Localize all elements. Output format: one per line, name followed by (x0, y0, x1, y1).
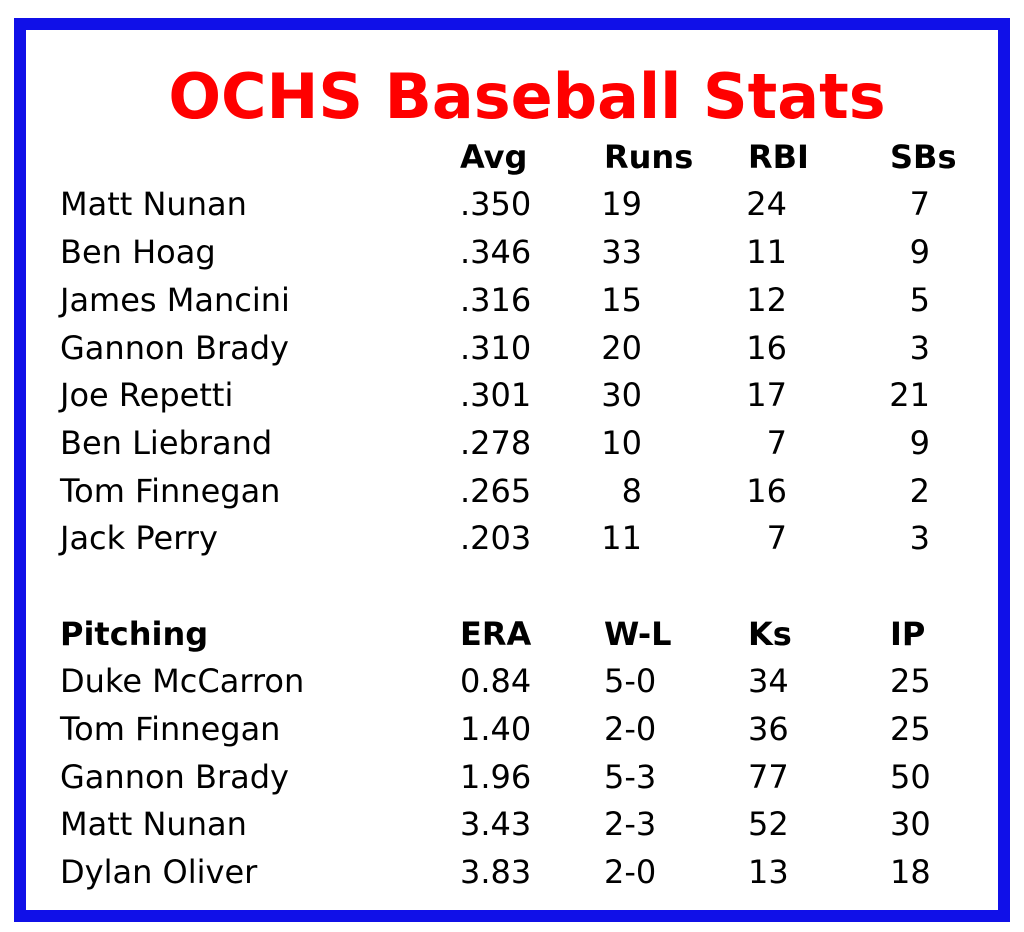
page-title: OCHS Baseball Stats (168, 60, 886, 133)
pitcher-name: Duke McCarron (60, 662, 305, 700)
runs-value: 15 (601, 281, 642, 319)
header-runs: Runs (604, 138, 694, 176)
avg-value: .203 (460, 519, 532, 557)
avg-value: .350 (460, 185, 532, 223)
runs-value: 19 (601, 185, 642, 223)
sbs-value: 9 (909, 233, 930, 271)
player-name: Matt Nunan (60, 185, 247, 223)
ip-value: 25 (890, 662, 931, 700)
runs-value: 20 (601, 329, 642, 367)
rbi-value: 17 (746, 376, 787, 414)
stats-frame (14, 18, 1010, 922)
sbs-value: 3 (909, 519, 930, 557)
runs-value: 10 (601, 424, 642, 462)
ip-value: 18 (890, 853, 931, 891)
rbi-value: 16 (746, 472, 787, 510)
player-name: Tom Finnegan (60, 472, 281, 510)
ip-value: 50 (890, 758, 931, 796)
era-value: 0.84 (460, 662, 532, 700)
runs-value: 30 (601, 376, 642, 414)
runs-value: 8 (621, 472, 642, 510)
runs-value: 11 (601, 519, 642, 557)
pitcher-name: Tom Finnegan (60, 710, 281, 748)
table-row: Tom Finnegan .265 8 16 2 (0, 467, 1024, 515)
header-ks: Ks (748, 615, 792, 653)
ip-value: 25 (890, 710, 931, 748)
table-row: Matt Nunan .350 19 24 7 (0, 180, 1024, 228)
ks-value: 77 (748, 758, 789, 796)
wl-value: 2-3 (604, 805, 657, 843)
era-value: 3.43 (460, 805, 532, 843)
avg-value: .346 (460, 233, 532, 271)
era-value: 3.83 (460, 853, 532, 891)
ks-value: 34 (748, 662, 789, 700)
player-name: Ben Liebrand (60, 424, 273, 462)
pitcher-name: Dylan Oliver (60, 853, 258, 891)
player-name: Gannon Brady (60, 329, 289, 367)
ks-value: 52 (748, 805, 789, 843)
wl-value: 2-0 (604, 710, 657, 748)
table-row: Gannon Brady 1.96 5-3 77 50 (0, 753, 1024, 801)
player-name: Jack Perry (60, 519, 218, 557)
avg-value: .278 (460, 424, 532, 462)
avg-value: .301 (460, 376, 532, 414)
wl-value: 2-0 (604, 853, 657, 891)
header-ip: IP (890, 615, 926, 653)
header-sbs: SBs (890, 138, 957, 176)
sbs-value: 9 (909, 424, 930, 462)
rbi-value: 12 (746, 281, 787, 319)
avg-value: .265 (460, 472, 532, 510)
wl-value: 5-3 (604, 758, 657, 796)
player-name: Ben Hoag (60, 233, 216, 271)
batting-header-row: Avg Runs RBI SBs (0, 133, 1024, 181)
table-row: James Mancini .316 15 12 5 (0, 276, 1024, 324)
header-pitching: Pitching (60, 615, 209, 653)
table-row: Dylan Oliver 3.83 2-0 13 18 (0, 848, 1024, 896)
table-row: Matt Nunan 3.43 2-3 52 30 (0, 800, 1024, 848)
rbi-value: 7 (766, 519, 787, 557)
rbi-value: 11 (746, 233, 787, 271)
table-row: Ben Hoag .346 33 11 9 (0, 228, 1024, 276)
sbs-value: 21 (889, 376, 930, 414)
header-wl: W-L (604, 615, 672, 653)
avg-value: .310 (460, 329, 532, 367)
sbs-value: 3 (909, 329, 930, 367)
player-name: James Mancini (60, 281, 290, 319)
header-era: ERA (460, 615, 532, 653)
sbs-value: 7 (909, 185, 930, 223)
table-row: Gannon Brady .310 20 16 3 (0, 324, 1024, 372)
era-value: 1.40 (460, 710, 532, 748)
player-name: Joe Repetti (60, 376, 234, 414)
ip-value: 30 (890, 805, 931, 843)
runs-value: 33 (601, 233, 642, 271)
header-rbi: RBI (748, 138, 809, 176)
wl-value: 5-0 (604, 662, 657, 700)
header-avg: Avg (460, 138, 528, 176)
table-row: Duke McCarron 0.84 5-0 34 25 (0, 657, 1024, 705)
table-row: Tom Finnegan 1.40 2-0 36 25 (0, 705, 1024, 753)
sbs-value: 2 (909, 472, 930, 510)
ks-value: 36 (748, 710, 789, 748)
rbi-value: 16 (746, 329, 787, 367)
era-value: 1.96 (460, 758, 532, 796)
pitcher-name: Gannon Brady (60, 758, 289, 796)
pitcher-name: Matt Nunan (60, 805, 247, 843)
table-row: Jack Perry .203 11 7 3 (0, 514, 1024, 562)
table-row: Joe Repetti .301 30 17 21 (0, 371, 1024, 419)
ks-value: 13 (748, 853, 789, 891)
avg-value: .316 (460, 281, 532, 319)
table-row: Ben Liebrand .278 10 7 9 (0, 419, 1024, 467)
rbi-value: 24 (746, 185, 787, 223)
pitching-header-row: Pitching ERA W-L Ks IP (0, 610, 1024, 658)
sbs-value: 5 (909, 281, 930, 319)
rbi-value: 7 (766, 424, 787, 462)
